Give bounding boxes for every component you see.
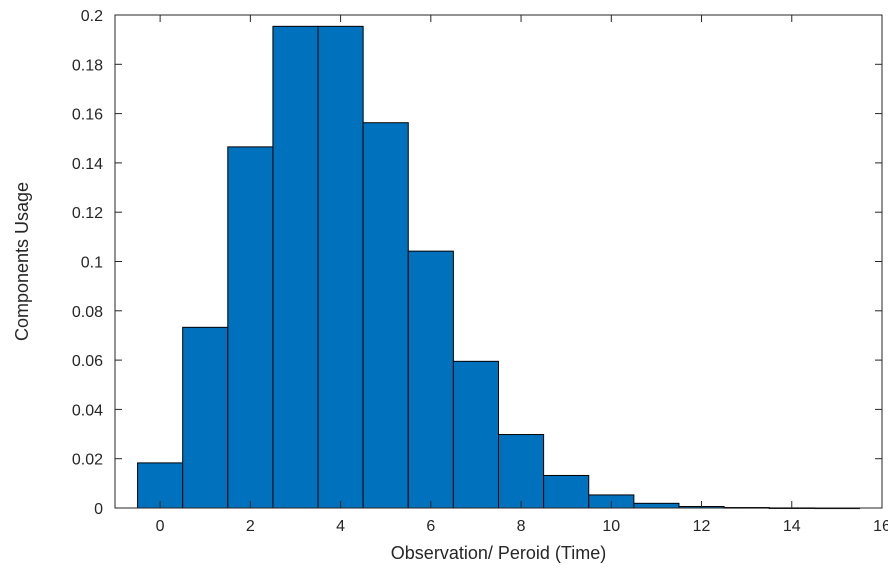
y-axis-label: Components Usage <box>12 182 32 341</box>
bar-5 <box>362 122 409 509</box>
x-tick-label: 8 <box>517 518 526 535</box>
bar-3 <box>272 25 319 509</box>
x-axis-ticks: 0 2 4 6 8 10 12 14 16 <box>156 15 888 535</box>
y-tick-label: 0.08 <box>72 304 103 321</box>
y-tick-label: 0.2 <box>81 8 103 25</box>
x-tick-label: 6 <box>426 518 435 535</box>
x-tick-label: 12 <box>693 518 711 535</box>
bar-2 <box>227 146 274 509</box>
y-tick-label: 0.02 <box>72 452 103 469</box>
x-tick-label: 10 <box>602 518 620 535</box>
bar-0 <box>137 462 184 509</box>
y-tick-label: 0 <box>94 501 103 518</box>
y-tick-label: 0.18 <box>72 57 103 74</box>
bar-9 <box>543 474 590 509</box>
bar-7 <box>452 360 499 509</box>
y-axis-ticks: 0 0.02 0.04 0.06 0.08 0.1 0.12 0.14 0.16 0.18 0.2 <box>72 8 882 518</box>
y-tick-label: 0.06 <box>72 353 103 370</box>
x-tick-label: 0 <box>156 518 165 535</box>
x-axis-label: Observation/ Peroid (Time) <box>391 543 606 563</box>
x-tick-label: 16 <box>873 518 888 535</box>
x-tick-label: 4 <box>336 518 345 535</box>
bar-6 <box>407 250 454 509</box>
bar-11 <box>633 502 680 509</box>
y-tick-label: 0.04 <box>72 402 103 419</box>
bar-4 <box>317 25 364 509</box>
bar-1 <box>182 326 229 509</box>
x-tick-label: 2 <box>246 518 255 535</box>
x-tick-label: 14 <box>783 518 801 535</box>
y-tick-label: 0.16 <box>72 107 103 124</box>
bar-8 <box>498 434 545 509</box>
y-tick-label: 0.1 <box>81 255 103 272</box>
y-tick-label: 0.12 <box>72 205 103 222</box>
bars-group <box>137 25 860 510</box>
y-tick-label: 0.14 <box>72 156 103 173</box>
